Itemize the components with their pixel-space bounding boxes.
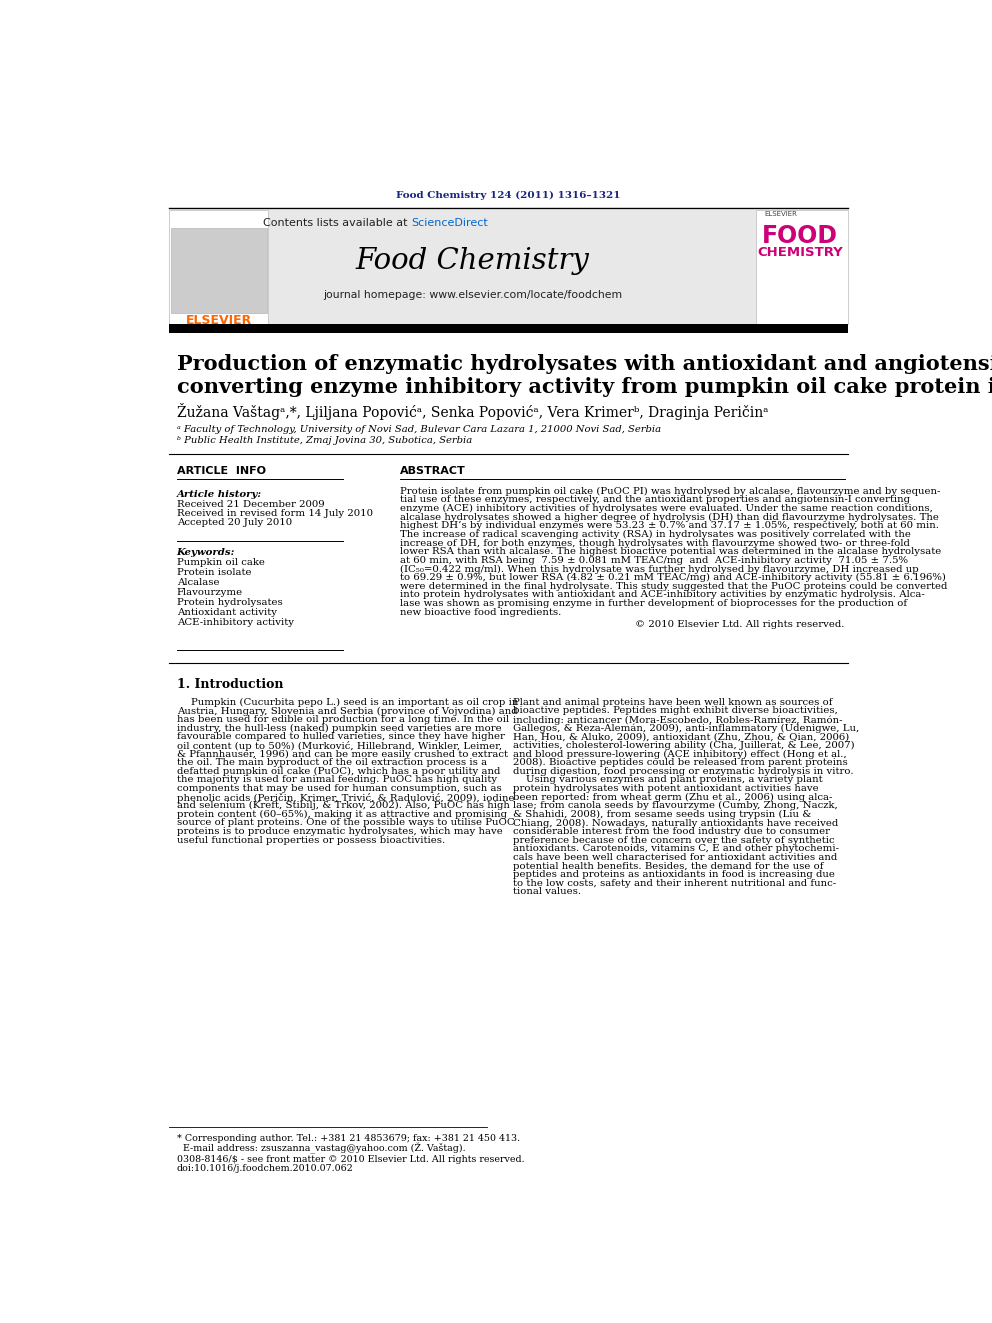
Text: Accepted 20 July 2010: Accepted 20 July 2010: [177, 519, 292, 528]
Text: Gallegos, & Reza-Alemán, 2009), anti-inflammatory (Udenigwe, Lu,: Gallegos, & Reza-Alemán, 2009), anti-inf…: [513, 724, 859, 733]
Text: favourable compared to hulled varieties, since they have higher: favourable compared to hulled varieties,…: [177, 732, 505, 741]
Text: components that may be used for human consumption, such as: components that may be used for human co…: [177, 785, 501, 792]
Text: potential health benefits. Besides, the demand for the use of: potential health benefits. Besides, the …: [513, 861, 823, 871]
Text: Using various enzymes and plant proteins, a variety plant: Using various enzymes and plant proteins…: [513, 775, 822, 785]
Bar: [171, 228, 267, 312]
Text: & Shahidi, 2008), from sesame seeds using trypsin (Liu &: & Shahidi, 2008), from sesame seeds usin…: [513, 810, 811, 819]
Text: © 2010 Elsevier Ltd. All rights reserved.: © 2010 Elsevier Ltd. All rights reserved…: [635, 620, 845, 628]
Text: increase of DH, for both enzymes, though hydrolysates with flavourzyme showed tw: increase of DH, for both enzymes, though…: [400, 538, 910, 548]
Text: antioxidants. Carotenoids, vitamins C, E and other phytochemi-: antioxidants. Carotenoids, vitamins C, E…: [513, 844, 839, 853]
Text: oil content (up to 50%) (Murković, Hillebrand, Winkler, Leimer,: oil content (up to 50%) (Murković, Hille…: [177, 741, 502, 751]
Text: ELSEVIER: ELSEVIER: [186, 314, 252, 327]
Text: tional values.: tional values.: [513, 888, 581, 897]
Text: 0308-8146/$ - see front matter © 2010 Elsevier Ltd. All rights reserved.: 0308-8146/$ - see front matter © 2010 El…: [177, 1155, 525, 1164]
Text: Protein hydrolysates: Protein hydrolysates: [177, 598, 283, 607]
Text: Contents lists available at: Contents lists available at: [263, 218, 411, 229]
Text: (IC₅₀=0.422 mg/ml). When this hydrolysate was further hydrolysed by flavourzyme,: (IC₅₀=0.422 mg/ml). When this hydrolysat…: [400, 565, 919, 574]
Bar: [169, 210, 268, 324]
Text: been reported: from wheat germ (Zhu et al., 2006) using alca-: been reported: from wheat germ (Zhu et a…: [513, 792, 832, 802]
Text: Pumpkin oil cake: Pumpkin oil cake: [177, 558, 265, 568]
Text: ᵇ Public Health Institute, Zmaj Jovina 30, Subotica, Serbia: ᵇ Public Health Institute, Zmaj Jovina 3…: [177, 437, 472, 445]
Text: the majority is used for animal feeding. PuOC has high quality: the majority is used for animal feeding.…: [177, 775, 497, 785]
Text: alcalase hydrolysates showed a higher degree of hydrolysis (DH) than did flavour: alcalase hydrolysates showed a higher de…: [400, 512, 938, 521]
Text: the oil. The main byproduct of the oil extraction process is a: the oil. The main byproduct of the oil e…: [177, 758, 487, 767]
Text: useful functional properties or possess bioactivities.: useful functional properties or possess …: [177, 836, 445, 845]
Text: considerable interest from the food industry due to consumer: considerable interest from the food indu…: [513, 827, 830, 836]
Text: ᵃ Faculty of Technology, University of Novi Sad, Bulevar Cara Lazara 1, 21000 No: ᵃ Faculty of Technology, University of N…: [177, 425, 661, 434]
Text: Alcalase: Alcalase: [177, 578, 219, 587]
Text: CHEMISTRY: CHEMISTRY: [757, 246, 842, 259]
Text: & Pfannhauser, 1996) and can be more easily crushed to extract: & Pfannhauser, 1996) and can be more eas…: [177, 750, 508, 758]
Text: FOOD: FOOD: [762, 224, 838, 247]
Text: Plant and animal proteins have been well known as sources of: Plant and animal proteins have been well…: [513, 697, 832, 706]
Text: phenolic acids (Peričin, Krimer, Trivić, & Radulović, 2009), iodine: phenolic acids (Peričin, Krimer, Trivić,…: [177, 792, 514, 803]
Text: tial use of these enzymes, respectively, and the antioxidant properties and angi: tial use of these enzymes, respectively,…: [400, 495, 910, 504]
Text: protein content (60–65%), making it as attractive and promising: protein content (60–65%), making it as a…: [177, 810, 507, 819]
Text: and blood pressure-lowering (ACE inhibitory) effect (Hong et al.,: and blood pressure-lowering (ACE inhibit…: [513, 750, 847, 758]
Text: 1. Introduction: 1. Introduction: [177, 677, 283, 691]
Bar: [169, 210, 848, 324]
Text: Food Chemistry: Food Chemistry: [356, 247, 589, 275]
Text: ELSEVIER: ELSEVIER: [764, 212, 797, 217]
Text: to 69.29 ± 0.9%, but lower RSA (4.82 ± 0.21 mM TEAC/mg) and ACE-inhibitory activ: to 69.29 ± 0.9%, but lower RSA (4.82 ± 0…: [400, 573, 945, 582]
Text: proteins is to produce enzymatic hydrolysates, which may have: proteins is to produce enzymatic hydroly…: [177, 827, 503, 836]
Text: Received 21 December 2009: Received 21 December 2009: [177, 500, 324, 509]
Text: Keywords:: Keywords:: [177, 548, 235, 557]
Text: * Corresponding author. Tel.: +381 21 4853679; fax: +381 21 450 413.: * Corresponding author. Tel.: +381 21 48…: [177, 1134, 520, 1143]
Text: including: anticancer (Mora-Escobedo, Robles-Ramírez, Ramón-: including: anticancer (Mora-Escobedo, Ro…: [513, 714, 842, 725]
Text: protein hydrolysates with potent antioxidant activities have: protein hydrolysates with potent antioxi…: [513, 785, 818, 792]
Text: Protein isolate: Protein isolate: [177, 569, 251, 577]
Text: Chiang, 2008). Nowadays, naturally antioxidants have received: Chiang, 2008). Nowadays, naturally antio…: [513, 819, 838, 828]
Text: enzyme (ACE) inhibitory activities of hydrolysates were evaluated. Under the sam: enzyme (ACE) inhibitory activities of hy…: [400, 504, 932, 513]
Text: Article history:: Article history:: [177, 490, 262, 499]
Text: to the low costs, safety and their inherent nutritional and func-: to the low costs, safety and their inher…: [513, 878, 836, 888]
Text: peptides and proteins as antioxidants in food is increasing due: peptides and proteins as antioxidants in…: [513, 871, 835, 880]
Text: at 60 min, with RSA being  7.59 ± 0.081 mM TEAC/mg  and  ACE-inhibitory activity: at 60 min, with RSA being 7.59 ± 0.081 m…: [400, 556, 908, 565]
Text: Žužana Vaštagᵃ,*, Ljiljana Popovićᵃ, Senka Popovićᵃ, Vera Krimerᵇ, Draginja Peri: Žužana Vaštagᵃ,*, Ljiljana Popovićᵃ, Sen…: [177, 402, 768, 419]
Text: defatted pumpkin oil cake (PuOC), which has a poor utility and: defatted pumpkin oil cake (PuOC), which …: [177, 767, 500, 775]
Text: Antioxidant activity: Antioxidant activity: [177, 609, 277, 618]
Text: Flavourzyme: Flavourzyme: [177, 589, 243, 598]
Text: converting enzyme inhibitory activity from pumpkin oil cake protein isolate: converting enzyme inhibitory activity fr…: [177, 377, 992, 397]
Text: 2008). Bioactive peptides could be released from parent proteins: 2008). Bioactive peptides could be relea…: [513, 758, 848, 767]
Text: ARTICLE  INFO: ARTICLE INFO: [177, 467, 266, 476]
Text: bioactive peptides. Peptides might exhibit diverse bioactivities,: bioactive peptides. Peptides might exhib…: [513, 706, 838, 716]
Text: Han, Hou, & Aluko, 2009), antioxidant (Zhu, Zhou, & Qian, 2006): Han, Hou, & Aluko, 2009), antioxidant (Z…: [513, 732, 849, 741]
Text: journal homepage: www.elsevier.com/locate/foodchem: journal homepage: www.elsevier.com/locat…: [323, 290, 622, 300]
Text: E-mail address: zsuszanna_vastag@yahoo.com (Ž. Vaštag).: E-mail address: zsuszanna_vastag@yahoo.c…: [177, 1143, 465, 1154]
Text: and selenium (Kreft, Stibilj, & Trkov, 2002). Also, PuOC has high: and selenium (Kreft, Stibilj, & Trkov, 2…: [177, 802, 510, 811]
Text: Production of enzymatic hydrolysates with antioxidant and angiotensin-I: Production of enzymatic hydrolysates wit…: [177, 355, 992, 374]
Text: highest DH’s by individual enzymes were 53.23 ± 0.7% and 37.17 ± 1.05%, respecti: highest DH’s by individual enzymes were …: [400, 521, 938, 531]
Text: were determined in the final hydrolysate. This study suggested that the PuOC pro: were determined in the final hydrolysate…: [400, 582, 947, 590]
Text: industry, the hull-less (naked) pumpkin seed varieties are more: industry, the hull-less (naked) pumpkin …: [177, 724, 501, 733]
Text: Received in revised form 14 July 2010: Received in revised form 14 July 2010: [177, 509, 373, 519]
Text: ABSTRACT: ABSTRACT: [400, 467, 465, 476]
Text: Food Chemistry 124 (2011) 1316–1321: Food Chemistry 124 (2011) 1316–1321: [396, 191, 621, 200]
Text: preference because of the concern over the safety of synthetic: preference because of the concern over t…: [513, 836, 834, 845]
Text: source of plant proteins. One of the possible ways to utilise PuOC: source of plant proteins. One of the pos…: [177, 819, 514, 827]
Text: lase was shown as promising enzyme in further development of bioprocesses for th: lase was shown as promising enzyme in fu…: [400, 599, 907, 607]
Text: Protein isolate from pumpkin oil cake (PuOC PI) was hydrolysed by alcalase, flav: Protein isolate from pumpkin oil cake (P…: [400, 487, 940, 496]
Text: during digestion, food processing or enzymatic hydrolysis in vitro.: during digestion, food processing or enz…: [513, 767, 854, 775]
Text: Pumpkin (Cucurbita pepo L.) seed is an important as oil crop in: Pumpkin (Cucurbita pepo L.) seed is an i…: [190, 697, 518, 706]
Text: ACE-inhibitory activity: ACE-inhibitory activity: [177, 618, 294, 627]
Text: has been used for edible oil production for a long time. In the oil: has been used for edible oil production …: [177, 714, 509, 724]
Bar: [756, 210, 848, 324]
Text: into protein hydrolysates with antioxidant and ACE-inhibitory activities by enzy: into protein hydrolysates with antioxida…: [400, 590, 925, 599]
Text: Austria, Hungary, Slovenia and Serbia (province of Vojvodina) and: Austria, Hungary, Slovenia and Serbia (p…: [177, 706, 517, 716]
Text: new bioactive food ingredients.: new bioactive food ingredients.: [400, 607, 561, 617]
Text: cals have been well characterised for antioxidant activities and: cals have been well characterised for an…: [513, 853, 837, 863]
Text: lower RSA than with alcalase. The highest bioactive potential was determined in : lower RSA than with alcalase. The highes…: [400, 548, 941, 556]
Text: ScienceDirect: ScienceDirect: [411, 218, 487, 229]
Text: activities, cholesterol-lowering ability (Cha, Juillerat, & Lee, 2007): activities, cholesterol-lowering ability…: [513, 741, 855, 750]
Bar: [169, 324, 848, 333]
Text: The increase of radical scavenging activity (RSA) in hydrolysates was positively: The increase of radical scavenging activ…: [400, 531, 911, 538]
Text: doi:10.1016/j.foodchem.2010.07.062: doi:10.1016/j.foodchem.2010.07.062: [177, 1164, 353, 1172]
Text: lase; from canola seeds by flavourzyme (Cumby, Zhong, Naczk,: lase; from canola seeds by flavourzyme (…: [513, 802, 838, 811]
